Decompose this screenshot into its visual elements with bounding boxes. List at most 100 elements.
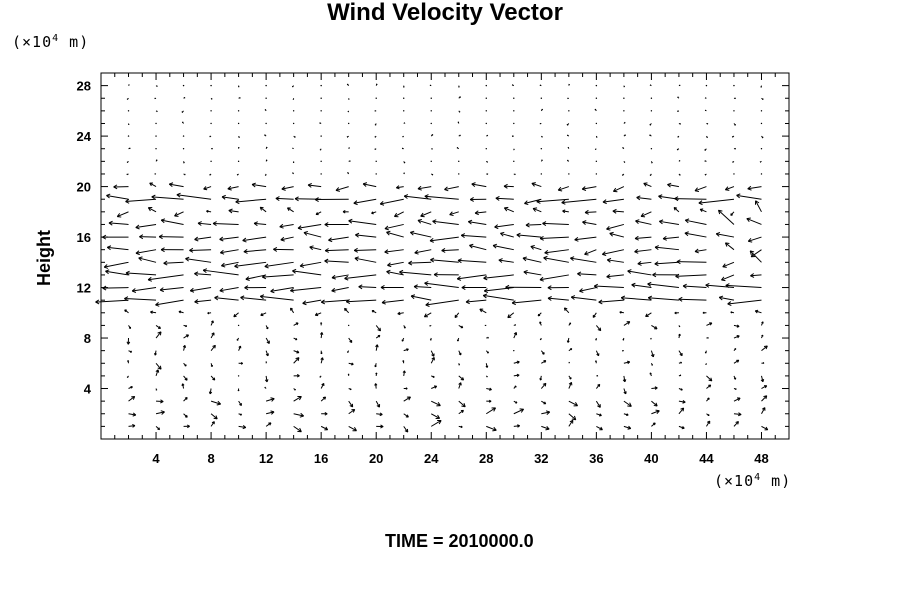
wind-vector [219,236,239,242]
y-axis-label: Height [34,230,54,286]
wind-vector [265,159,268,162]
wind-vector [355,232,377,238]
wind-vector [651,422,656,427]
wind-vector [430,350,435,357]
wind-vector [730,211,735,216]
vector-field [95,83,769,433]
wind-vector [375,173,377,175]
wind-vector [147,274,184,282]
wind-vector [577,271,597,277]
wind-vector [677,96,680,99]
wind-vector [623,134,626,137]
wind-vector [320,84,322,87]
wind-vector [706,397,710,402]
wind-vector [291,85,294,88]
wind-vector [293,395,302,402]
wind-vector [513,160,515,163]
wind-vector [503,183,514,189]
wind-vector [320,173,322,175]
wind-vector [430,97,432,99]
wind-vector [486,425,497,432]
wind-vector [348,147,350,149]
wind-vector [568,361,570,364]
wind-vector [220,249,239,255]
wind-vector [113,184,129,190]
wind-vector [677,135,680,138]
wind-vector [650,337,652,340]
wind-vector [320,299,349,305]
wind-vector [293,388,296,391]
wind-vector [403,194,432,200]
wind-vector [138,256,157,263]
wind-vector [273,246,294,252]
wind-vector [698,198,735,206]
wind-vector [458,363,461,366]
wind-vector [219,287,239,293]
wind-vector [612,208,624,214]
wind-vector [430,357,435,364]
wind-vector [156,399,164,404]
wind-vector [513,148,515,151]
wind-vector [150,310,157,314]
wind-vector [387,261,404,268]
wind-vector [458,96,461,99]
x-tick-label: 24 [424,451,439,466]
wind-vector [733,84,735,87]
wind-vector [623,360,631,365]
wind-vector [374,383,378,389]
wind-vector [194,299,212,304]
wind-vector [315,211,322,216]
wind-vector [513,373,520,377]
wind-vector [158,234,184,240]
wind-vector [376,412,383,417]
wind-vector [505,284,542,290]
wind-vector [760,375,765,383]
wind-vector [375,344,379,351]
wind-vector [574,236,597,242]
wind-vector [444,186,459,192]
wind-vector [513,332,518,339]
wind-vector [429,324,432,327]
wind-vector [730,311,735,314]
wind-vector [431,400,441,407]
wind-vector [706,135,708,139]
wind-vector [733,335,740,339]
wind-vector [320,425,329,431]
wind-vector [155,426,161,431]
wind-vector [540,97,543,99]
wind-vector [623,400,632,407]
wind-vector [324,258,349,264]
wind-vector [498,258,514,263]
wind-vector [183,324,188,328]
wind-vector [673,207,680,213]
wind-vector [557,186,569,192]
wind-vector [722,261,735,268]
plot-frame [100,72,790,440]
wind-vector [456,274,487,281]
wind-vector [126,173,129,176]
wind-vector [320,357,324,364]
wind-vector [513,400,518,404]
wind-vector [128,424,136,428]
wind-vector [347,110,350,113]
wind-vector [471,182,487,188]
wind-vector [595,173,598,175]
wind-vector [260,312,267,317]
wind-vector [513,122,515,125]
wind-vector [430,419,442,427]
wind-vector [286,207,294,213]
wind-vector [492,243,514,251]
wind-vector [522,256,542,263]
wind-vector [619,311,624,314]
wind-vector [210,160,212,163]
wind-vector [155,299,184,307]
wind-vector [321,412,328,416]
wind-vector [237,85,240,88]
wind-vector [376,424,384,429]
wind-vector [540,159,543,162]
wind-vector [651,386,658,390]
wind-vector [292,161,295,163]
wind-vector [375,325,381,332]
wind-vector [155,331,162,339]
wind-vector [125,270,157,276]
